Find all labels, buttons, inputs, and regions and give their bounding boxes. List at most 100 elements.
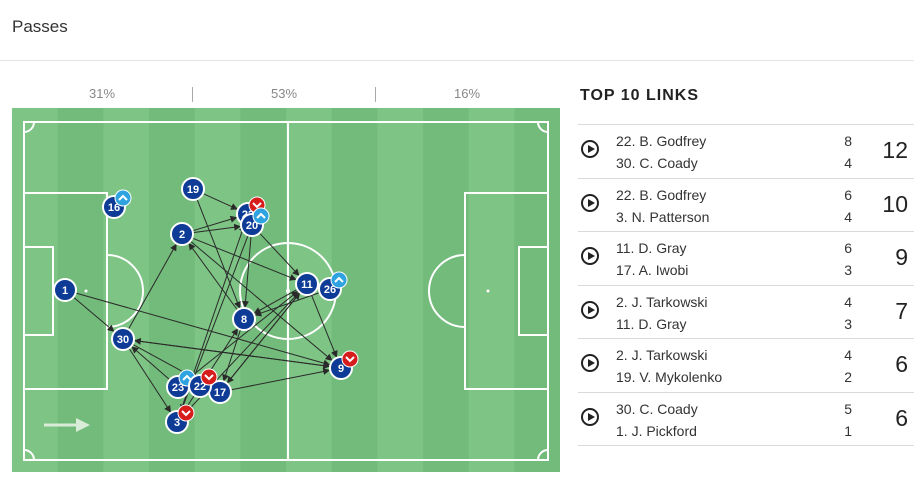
chevron-up-icon — [182, 374, 192, 381]
link-player-1-count: 4 — [844, 293, 852, 310]
link-player-2-count: 4 — [844, 208, 852, 225]
player-circle — [295, 272, 319, 296]
link-total: 10 — [882, 190, 908, 217]
link-player-2: 17. A. Iwobi — [616, 262, 689, 278]
pass-line — [222, 329, 242, 382]
chevron-down-icon — [204, 374, 214, 381]
link-total: 6 — [895, 404, 908, 431]
link-player-2: 3. N. Patterson — [616, 208, 710, 225]
pass-line — [190, 240, 333, 361]
player-circle — [181, 177, 205, 201]
sub-on-icon — [252, 207, 270, 225]
pass-line — [192, 237, 297, 281]
play-icon[interactable] — [581, 247, 599, 265]
link-row[interactable]: 22. B. Godfrey 6 3. N. Patterson 4 10 — [578, 179, 914, 232]
link-player-2: 19. V. Mykolenko — [616, 369, 723, 385]
pitch-thirds: 31% 53% 16% — [12, 86, 560, 106]
link-player-1-count: 6 — [844, 186, 852, 203]
player-node[interactable]: 30 — [111, 327, 135, 351]
link-total: 7 — [895, 297, 908, 324]
player-node[interactable]: 26 — [318, 271, 348, 301]
pass-network-pitch: 1238911171930162226202322 — [12, 108, 560, 472]
direction-arrow-icon — [44, 418, 90, 432]
player-node[interactable]: 8 — [232, 307, 256, 331]
pitch-stripe — [194, 108, 241, 472]
player-circle — [232, 307, 256, 331]
player-circle — [53, 278, 77, 302]
player-number: 19 — [187, 184, 199, 196]
link-player-2-count: 2 — [844, 369, 852, 385]
link-player-2-count: 3 — [844, 315, 852, 332]
player-node[interactable]: 3 — [165, 404, 195, 434]
chevron-up-icon — [256, 212, 266, 219]
third-middle: 53% — [270, 86, 298, 101]
player-node[interactable]: 1 — [53, 278, 77, 302]
chevron-down-icon — [345, 356, 355, 363]
pass-line — [127, 243, 177, 330]
pass-line — [230, 368, 331, 391]
pass-line — [192, 223, 242, 234]
play-icon[interactable] — [581, 407, 599, 426]
player-number: 2 — [179, 229, 185, 241]
player-node[interactable]: 16 — [102, 189, 132, 219]
link-player-2-count: 4 — [844, 155, 852, 171]
link-player-1: 11. D. Gray — [616, 240, 687, 256]
links-title: TOP 10 LINKS — [580, 87, 699, 104]
play-icon[interactable] — [581, 354, 599, 372]
pass-line — [254, 292, 320, 317]
link-player-1: 22. B. Godfrey — [616, 186, 707, 203]
pitch-stripe — [103, 108, 150, 472]
pitch-stripe — [423, 108, 470, 472]
page-title: Passes — [12, 17, 68, 36]
link-row[interactable]: 2. J. Tarkowski 4 19. V. Mykolenko 2 6 — [578, 339, 914, 393]
player-node[interactable]: 11 — [295, 272, 319, 296]
third-divider — [192, 87, 193, 102]
link-row[interactable]: 30. C. Coady 5 1. J. Pickford 1 6 — [578, 393, 914, 446]
player-node[interactable]: 19 — [181, 177, 205, 201]
pass-line — [192, 215, 238, 232]
chevron-up-icon — [118, 194, 128, 201]
link-player-1-count: 6 — [844, 240, 852, 256]
pitch-stripe — [240, 108, 287, 472]
pass-line — [226, 292, 301, 384]
link-player-2: 1. J. Pickford — [616, 422, 697, 439]
pass-line — [259, 232, 300, 276]
link-row[interactable]: 2. J. Tarkowski 4 11. D. Gray 3 7 — [578, 286, 914, 339]
pass-line — [196, 199, 241, 309]
player-nodes: 1238911171930162226202322 — [53, 177, 359, 434]
play-icon[interactable] — [581, 140, 599, 158]
player-node[interactable]: 22 — [188, 368, 218, 398]
third-attacking: 16% — [453, 86, 481, 101]
player-node[interactable]: 9 — [329, 350, 359, 380]
chevron-up-icon — [334, 276, 344, 283]
pitch-stripes — [12, 108, 560, 472]
link-player-1: 22. B. Godfrey — [616, 133, 707, 149]
pitch-stripe — [12, 108, 59, 472]
pitch-stripe — [468, 108, 515, 472]
sub-off-icon — [200, 368, 218, 386]
pass-line — [133, 337, 331, 368]
pitch-spots — [84, 289, 490, 293]
player-node[interactable]: 20 — [240, 207, 270, 237]
link-player-1: 30. C. Coady — [616, 400, 698, 417]
sub-off-icon — [341, 350, 359, 368]
pass-line — [202, 193, 238, 210]
sub-on-icon — [114, 189, 132, 207]
link-player-1-count: 5 — [844, 400, 852, 417]
pass-line — [242, 235, 252, 309]
link-row[interactable]: 22. B. Godfrey 8 30. C. Coady 4 12 — [578, 125, 914, 179]
player-node[interactable]: 2 — [170, 222, 194, 246]
player-number: 8 — [241, 314, 247, 326]
pass-line — [131, 346, 171, 381]
player-number: 26 — [324, 284, 336, 296]
play-icon[interactable] — [581, 193, 599, 212]
player-number: 20 — [246, 220, 258, 232]
play-icon[interactable] — [581, 300, 599, 319]
link-row[interactable]: 11. D. Gray 6 17. A. Iwobi 3 9 — [578, 232, 914, 286]
pass-line — [73, 296, 115, 332]
player-circle — [170, 222, 194, 246]
player-node[interactable]: 17 — [208, 380, 232, 404]
link-player-2: 11. D. Gray — [616, 315, 687, 332]
pass-line — [75, 292, 331, 367]
sub-on-icon — [330, 271, 348, 289]
